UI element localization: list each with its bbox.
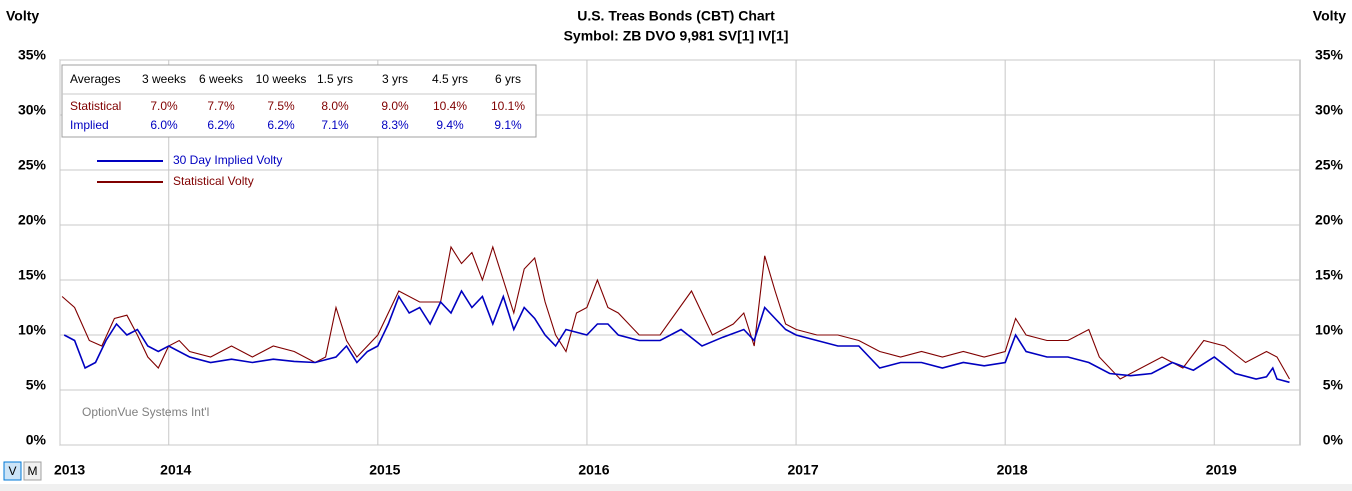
averages-table [61, 64, 537, 138]
y2-tick-label: 35% [1315, 47, 1344, 63]
chart-title: U.S. Treas Bonds (CBT) Chart [577, 8, 775, 24]
table-cell: 7.5% [267, 99, 295, 113]
y-tick-label: 25% [18, 157, 47, 173]
table-header: 6 weeks [199, 72, 243, 86]
table-header: Averages [70, 72, 120, 86]
x-tick-label: 2018 [997, 462, 1028, 478]
y-tick-label: 35% [18, 47, 47, 63]
y-tick-label: 20% [18, 212, 47, 228]
view-button[interactable] [23, 461, 42, 481]
y2-tick-label: 15% [1315, 267, 1344, 283]
table-cell: 7.1% [321, 118, 349, 132]
table-cell: 8.3% [381, 118, 409, 132]
x-tick-label: 2017 [787, 462, 818, 478]
y2-tick-label: 30% [1315, 102, 1344, 118]
y-tick-label: 15% [18, 267, 47, 283]
table-cell: 8.0% [321, 99, 349, 113]
y-tick-label: 10% [18, 322, 47, 338]
table-header: 4.5 yrs [432, 72, 468, 86]
table-header: 1.5 yrs [317, 72, 353, 86]
table-cell: 9.4% [436, 118, 464, 132]
table-cell: 9.1% [494, 118, 522, 132]
table-cell: 10.4% [433, 99, 467, 113]
y-tick-label: 5% [26, 377, 47, 393]
y-tick-label: 0% [26, 432, 47, 448]
chart-subtitle: Symbol: ZB DVO 9,981 SV[1] IV[1] [564, 28, 789, 44]
view-button-label[interactable]: V [8, 464, 16, 478]
table-cell: 7.0% [150, 99, 178, 113]
view-button-label[interactable]: M [28, 464, 38, 478]
x-tick-label: 2013 [54, 462, 85, 478]
table-cell: Statistical [70, 99, 121, 113]
table-header: 3 yrs [382, 72, 408, 86]
view-button[interactable] [3, 461, 22, 481]
y-tick-label: 30% [18, 102, 47, 118]
y2-tick-label: 5% [1323, 377, 1344, 393]
x-tick-label: 2015 [369, 462, 400, 478]
x-tick-label: 2014 [160, 462, 191, 478]
legend-label: Statistical Volty [173, 174, 254, 188]
y-axis-label: Volty [6, 8, 39, 24]
table-cell: 6.2% [267, 118, 295, 132]
series-line [61, 245, 1290, 380]
watermark: OptionVue Systems Int'l [82, 405, 209, 419]
y2-tick-label: 0% [1323, 432, 1344, 448]
table-cell: 7.7% [207, 99, 235, 113]
table-cell: 10.1% [491, 99, 525, 113]
x-tick-label: 2019 [1206, 462, 1237, 478]
table-cell: 6.2% [207, 118, 235, 132]
legend-label: 30 Day Implied Volty [173, 153, 282, 167]
table-cell: 6.0% [150, 118, 178, 132]
table-cell: Implied [70, 118, 109, 132]
table-cell: 9.0% [381, 99, 409, 113]
x-tick-label: 2016 [578, 462, 609, 478]
y2-tick-label: 20% [1315, 212, 1344, 228]
scrollbar [0, 484, 1352, 491]
series-line [63, 289, 1290, 384]
y2-tick-label: 10% [1315, 322, 1344, 338]
table-header: 10 weeks [256, 72, 307, 86]
y2-axis-label: Volty [1313, 8, 1346, 24]
table-header: 6 yrs [495, 72, 521, 86]
y2-tick-label: 25% [1315, 157, 1344, 173]
table-header: 3 weeks [142, 72, 186, 86]
